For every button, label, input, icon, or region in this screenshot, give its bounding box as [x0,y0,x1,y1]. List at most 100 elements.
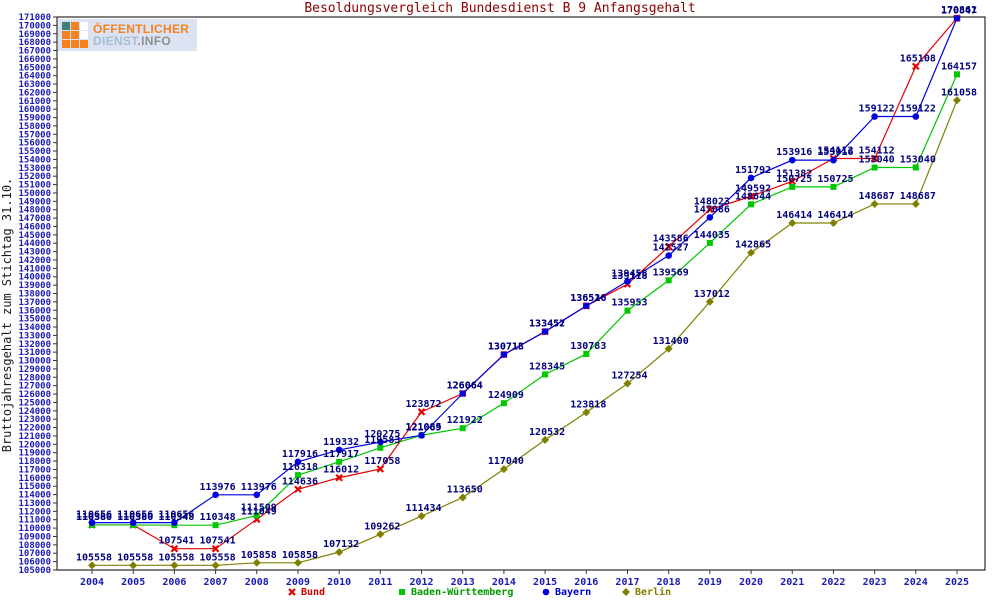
data-point-marker [953,96,961,105]
data-point-label: 170847 [941,5,977,16]
data-point-marker [911,199,920,208]
y-tick-label: 169000 [18,30,51,40]
data-point-label: 128345 [529,361,565,372]
data-point-marker [170,561,179,570]
y-tick-label: 135000 [18,315,51,325]
y-tick-label: 147000 [18,214,51,224]
y-tick-label: 128000 [18,373,51,383]
logo-line2-dienst: DIENST [93,34,138,48]
x-tick-label: 2023 [863,577,887,588]
logo-square [62,40,70,48]
data-point-marker [294,485,302,494]
data-point-label: 151382 [776,168,812,179]
x-tick-label: 2014 [492,577,516,588]
data-point-label: 121922 [447,415,483,426]
y-tick-label: 123000 [18,415,51,425]
data-point-label: 117058 [364,456,400,467]
data-point-marker [747,174,755,182]
y-tick-label: 160000 [18,105,51,115]
data-point-marker [664,344,673,353]
y-tick-label: 110000 [18,524,51,534]
data-point-marker [418,432,425,439]
y-tick-label: 140000 [18,273,51,283]
data-point-marker [582,408,591,417]
plot-area: 1050001060001070001080001090001100001110… [18,5,986,588]
series-Bund [88,14,961,553]
data-point-label: 150725 [776,174,812,185]
y-tick-label: 129000 [18,365,51,375]
x-tick-label: 2008 [245,577,269,588]
data-point-label: 159122 [859,104,895,115]
y-tick-label: 157000 [18,130,51,140]
data-point-marker [788,177,797,186]
x-tick-label: 2009 [286,577,310,588]
data-point-marker [211,544,220,553]
data-point-marker [293,558,302,567]
y-tick-label: 158000 [18,122,51,132]
y-tick-label: 130000 [18,357,51,367]
y-tick-label: 118000 [18,457,51,467]
y-tick-label: 165000 [18,63,51,73]
data-point-label: 110380 [117,512,153,523]
legend-label: Berlin [635,586,671,598]
data-point-label: 113976 [241,482,277,493]
y-tick-label: 114000 [18,491,51,501]
data-point-label: 123872 [405,399,441,410]
data-point-label: 130713 [488,342,524,353]
data-point-marker [500,400,507,407]
data-point-marker [335,473,343,482]
legend-item-Bayern: Bayern [542,587,591,598]
data-point-marker [336,458,343,465]
y-tick-label: 170000 [18,21,51,31]
data-point-label: 110380 [76,512,112,523]
data-point-label: 130718 [488,342,524,353]
site-logo[interactable]: ÖFFENTLICHER DIENST.INFO [58,19,198,51]
logo-square [62,22,70,30]
data-point-label: 116318 [282,462,318,473]
data-point-label: 139569 [653,267,689,278]
data-point-marker [870,154,879,163]
y-tick-label: 153000 [18,164,51,174]
y-tick-label: 122000 [18,424,51,434]
x-tick-label: 2004 [80,577,104,588]
data-point-marker [953,14,961,22]
data-point-label: 105558 [158,552,194,563]
y-tick-label: 133000 [18,331,51,341]
y-tick-label: 150000 [18,189,51,199]
y-tick-label: 109000 [18,532,51,542]
logo-square [80,22,88,30]
data-point-marker [252,558,261,567]
data-point-marker [377,444,384,451]
data-point-label: 170861 [941,5,977,16]
legend-item-Bund: Bund [288,587,325,598]
data-point-marker [582,302,590,310]
data-point-label: 124909 [488,390,524,401]
data-point-label: 109262 [364,521,400,532]
data-point-label: 105858 [282,550,318,561]
y-tick-label: 120000 [18,440,51,450]
data-point-label: 116012 [323,465,359,476]
data-point-marker [253,512,260,519]
y-tick-label: 115000 [18,482,51,492]
data-point-label: 117040 [488,456,524,467]
data-point-marker [399,589,405,595]
legend-label: Baden-Württemberg [411,587,513,598]
data-point-label: 119583 [364,435,400,446]
y-tick-label: 161000 [18,97,51,107]
legend: Bund Baden-Württemberg Bayern Berlin [288,586,671,598]
data-point-label: 123818 [570,399,606,410]
data-point-label: 133457 [529,319,565,330]
data-point-label: 119332 [323,437,359,448]
y-tick-label: 117000 [18,465,51,475]
x-tick-label: 2022 [821,577,845,588]
y-tick-label: 164000 [18,72,51,82]
logo-line1: ÖFFENTLICHER [93,22,190,36]
data-point-label: 146414 [776,210,812,221]
logo-square [71,31,79,39]
data-point-marker [88,561,96,570]
y-tick-label: 168000 [18,38,51,48]
y-tick-label: 163000 [18,80,51,90]
data-point-label: 153916 [817,147,853,158]
data-point-marker [830,156,837,164]
data-point-label: 148644 [735,191,771,202]
